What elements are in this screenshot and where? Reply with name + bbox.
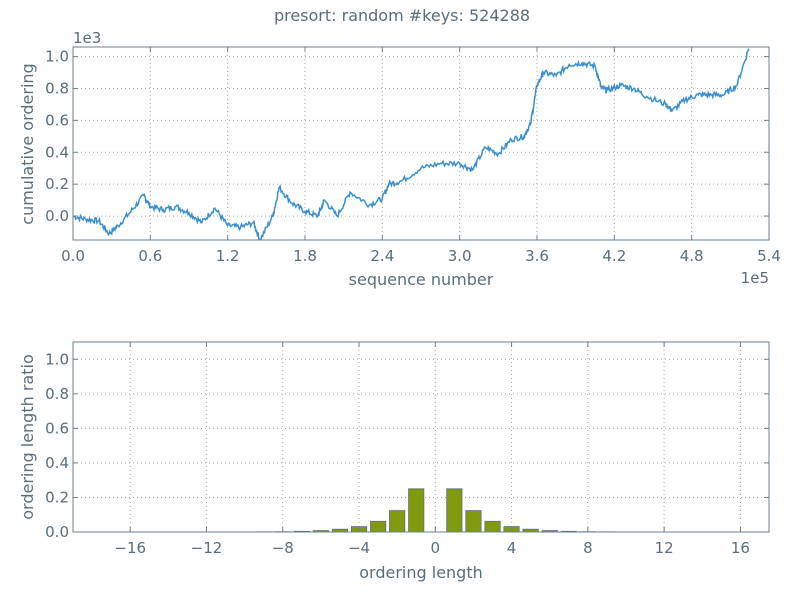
- bar-ordering-length-3: [484, 520, 501, 533]
- line-chart-grid: [72, 47, 770, 240]
- line-chart-y-tick-label: 0.0: [45, 207, 69, 225]
- chart-title: presort: random #keys: 524288: [274, 6, 530, 25]
- bar-chart-x-tick-label: 0: [431, 539, 441, 557]
- bar-chart-y-tick-label: 0.8: [45, 385, 69, 403]
- bar-chart-y-tick-label: 0.4: [45, 454, 69, 472]
- bar-chart-x-tick-label: 8: [583, 539, 593, 557]
- bar-chart-x-tick-label: −12: [191, 539, 223, 557]
- bar-chart-y-tick-label: 1.0: [45, 350, 69, 368]
- bar-chart-x-tick-label: −4: [348, 539, 370, 557]
- line-chart-x-tick-label: 4.8: [680, 247, 704, 265]
- y-offset-label: 1e3: [73, 29, 101, 47]
- bar-chart-frame: [72, 341, 770, 533]
- bar-ordering-length--3: [370, 520, 387, 533]
- line-chart-y-tick-label: 1.0: [45, 48, 69, 66]
- line-chart-x-tick-label: 2.4: [370, 247, 394, 265]
- line-chart-x-tick-label: 1.8: [293, 247, 317, 265]
- line-chart-x-tick-label: 0.6: [138, 247, 162, 265]
- line-chart-series: [73, 48, 750, 240]
- line-chart-panel: 0.0 0.6 1.2 1.8 2.4 3.0 3.6 4.2 4.8 5.4 0.0 0.2 0.4 0…: [18, 29, 781, 289]
- line-chart-y-tick-label: 0.2: [45, 175, 69, 193]
- bar-chart-y-label: ordering length ratio: [18, 354, 37, 519]
- line-chart-x-tick-label: 0.0: [61, 247, 85, 265]
- bar-ordering-length--2: [389, 510, 406, 533]
- x-offset-label: 1e5: [741, 269, 769, 287]
- bar-ordering-length--1: [408, 488, 425, 533]
- cumulative-ordering-line: [73, 48, 750, 240]
- line-chart-y-label: cumulative ordering: [18, 63, 37, 224]
- bar-chart-x-tick-label: 16: [731, 539, 750, 557]
- line-chart-x-tick-label: 3.6: [525, 247, 549, 265]
- line-chart-ticks: 0.0 0.6 1.2 1.8 2.4 3.0 3.6 4.2 4.8 5.4 0.0 0.2 0.4 0…: [45, 47, 781, 265]
- bar-chart-y-tick-label: 0.0: [45, 523, 69, 541]
- line-chart-x-tick-label: 4.2: [602, 247, 626, 265]
- line-chart-x-tick-label: 5.4: [757, 247, 781, 265]
- line-chart-frame: [72, 46, 770, 241]
- bar-chart-y-tick-label: 0.2: [45, 488, 69, 506]
- line-chart-y-tick-label: 0.4: [45, 143, 69, 161]
- bar-chart-x-tick-label: −16: [114, 539, 146, 557]
- bar-ordering-length-2: [465, 510, 482, 533]
- bar-ordering-length-1: [446, 488, 463, 533]
- bar-chart-x-tick-label: −8: [272, 539, 294, 557]
- line-chart-y-tick-label: 0.8: [45, 79, 69, 97]
- line-chart-x-tick-label: 3.0: [448, 247, 472, 265]
- bar-chart-x-tick-label: 12: [655, 539, 674, 557]
- bar-chart-ticks: −16 −12 −8 −4 0 4 8 12 16 0.0 0.2 0.4 0.6 0.8 1.0: [45, 342, 769, 557]
- bar-chart-y-tick-label: 0.6: [45, 419, 69, 437]
- bar-chart-x-tick-label: 4: [507, 539, 517, 557]
- bar-chart-panel: −16 −12 −8 −4 0 4 8 12 16 0.0 0.2 0.4 0.6 0.8 1.0 orde…: [18, 341, 770, 582]
- line-chart-x-label: sequence number: [349, 270, 494, 289]
- line-chart-x-tick-label: 1.2: [216, 247, 240, 265]
- line-chart-y-tick-label: 0.6: [45, 111, 69, 129]
- bar-chart-x-label: ordering length: [359, 563, 483, 582]
